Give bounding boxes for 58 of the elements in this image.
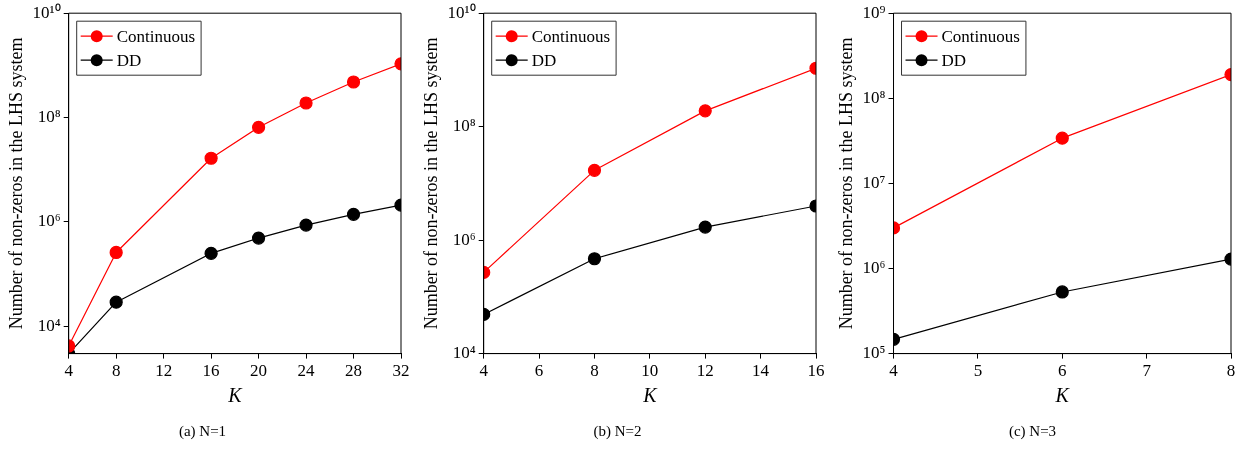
y-tick-label: 10⁸ <box>37 107 61 127</box>
legend-label: Continuous <box>531 26 611 46</box>
legend-label: DD <box>116 50 142 70</box>
y-tick-label: 10⁸ <box>452 116 476 136</box>
legend-label: Continuous <box>941 26 1020 46</box>
y-tick-label: 10⁵ <box>862 343 886 363</box>
x-tick-label: 8 <box>590 361 599 381</box>
x-tick-label: 7 <box>1142 361 1152 381</box>
y-tick-label: 10⁶ <box>37 211 61 231</box>
x-tick-label: 12 <box>155 361 173 381</box>
x-tick-label: 4 <box>889 361 899 381</box>
legend-label: DD <box>531 50 557 70</box>
text: (c) N=3 <box>1008 422 1057 440</box>
x-tick-label: 28 <box>345 361 363 381</box>
x-tick-label: 4 <box>479 361 489 381</box>
y-tick-label: 10⁸ <box>862 87 886 107</box>
x-tick-label: 10 <box>641 361 659 381</box>
point <box>204 246 218 260</box>
x-tick-label: 6 <box>534 361 544 381</box>
x-tick-label: 20 <box>250 361 268 381</box>
y-axis-title: Number of non-zeros in the LHS system <box>835 37 856 330</box>
y-tick-label: 10⁶ <box>452 229 476 249</box>
y-axis-title: Number of non-zeros in the LHS system <box>420 37 441 330</box>
x-axis-title: K <box>642 384 659 407</box>
x-axis-title: K <box>1054 384 1071 407</box>
y-tick-label: 10⁴ <box>452 343 476 363</box>
y-axis-title: Number of non-zeros in the LHS system <box>5 37 26 330</box>
legend-label: Continuous <box>116 26 196 46</box>
x-tick-label: 5 <box>973 361 983 381</box>
point <box>109 295 123 309</box>
point <box>299 96 313 110</box>
point <box>204 151 218 165</box>
point <box>251 120 266 134</box>
y-tick-label: 10⁷ <box>862 172 886 192</box>
text: (a) N=1 <box>178 422 227 440</box>
x-tick-label: 12 <box>696 361 714 381</box>
x-tick-label: 16 <box>202 361 220 381</box>
point <box>346 207 361 221</box>
x-tick-label: 14 <box>752 361 770 381</box>
x-tick-label: 32 <box>392 361 410 381</box>
x-tick-label: 8 <box>111 361 121 381</box>
point <box>299 218 313 232</box>
x-tick-label: 16 <box>807 361 825 381</box>
point <box>346 75 361 89</box>
y-tick-label: 10¹⁰ <box>32 2 61 22</box>
y-tick-label: 10⁶ <box>862 257 886 277</box>
legend-label: DD <box>941 50 967 70</box>
y-tick-label: 10⁴ <box>37 315 61 335</box>
x-axis-title: K <box>227 384 244 407</box>
point <box>251 231 266 245</box>
x-tick-label: 4 <box>64 361 74 381</box>
y-tick-label: 10¹⁰ <box>447 2 476 22</box>
text: (b) N=2 <box>593 422 642 440</box>
y-tick-label: 10⁹ <box>862 2 886 22</box>
point <box>109 245 123 260</box>
x-tick-label: 6 <box>1058 361 1067 381</box>
x-tick-label: 24 <box>297 361 316 381</box>
x-tick-label: 8 <box>1226 361 1236 381</box>
